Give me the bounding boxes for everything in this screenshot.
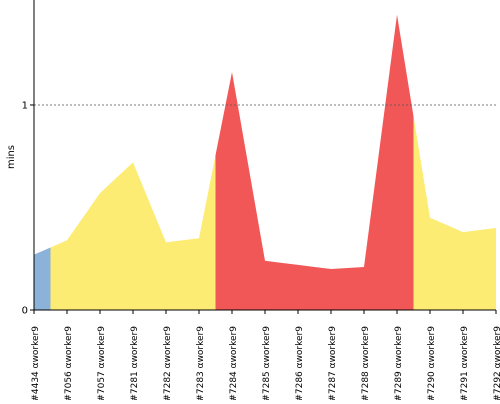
area-segment (380, 14, 414, 311)
x-tick-label: #7057 αworker9 (97, 326, 107, 400)
x-tick-label: #7286 αworker9 (295, 326, 305, 400)
area-segment (347, 140, 381, 310)
x-tick-label: #7287 αworker9 (328, 326, 338, 400)
area-segment (281, 262, 315, 310)
area-segment (34, 247, 51, 310)
y-tick-label: 0 (22, 306, 28, 317)
x-tick-label: #7056 αworker9 (64, 326, 74, 400)
area-segment (413, 116, 447, 310)
area-segment (182, 155, 216, 310)
area-segment (149, 202, 183, 310)
x-tick-label: #4434 αworker9 (31, 326, 41, 400)
x-tick-label: #7282 αworker9 (163, 326, 173, 400)
x-tick-label: #7289 αworker9 (394, 326, 404, 400)
area-segment (479, 227, 496, 310)
x-tick-label: #7291 αworker9 (460, 326, 470, 400)
area-segment (83, 177, 117, 310)
x-tick-label: #7290 αworker9 (427, 326, 437, 400)
x-tick-label: #7281 αworker9 (130, 326, 140, 400)
y-axis-label: mins (6, 145, 17, 169)
area-segment (50, 216, 84, 310)
x-tick-label: #7288 αworker9 (361, 326, 371, 400)
x-tick-label: #7292 αworker9 (493, 326, 500, 400)
y-tick-label: 1 (22, 100, 28, 111)
area-segment (314, 266, 348, 310)
x-tick-label: #7285 αworker9 (262, 326, 272, 400)
area-segment (248, 166, 282, 310)
area-segment (116, 162, 150, 310)
x-tick-label: #7283 αworker9 (196, 326, 206, 400)
x-tick-label: #7284 αworker9 (229, 326, 239, 400)
area-segment (446, 224, 480, 310)
area-segment (215, 72, 249, 310)
